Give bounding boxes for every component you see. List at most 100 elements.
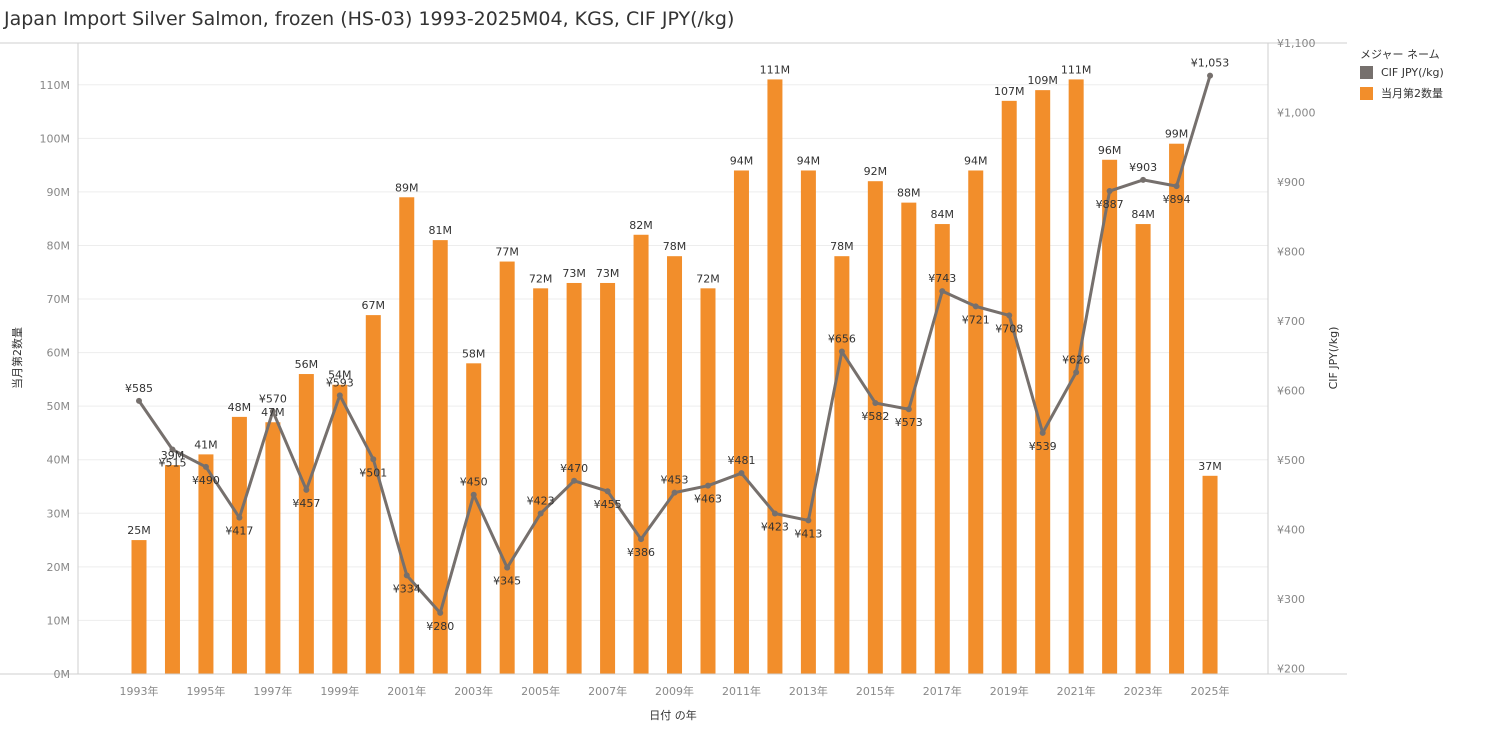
bar-value-label: 89M — [395, 181, 419, 194]
y-right-tick-label: ¥500 — [1277, 454, 1305, 467]
bar-value-label: 73M — [596, 267, 620, 280]
price-point — [972, 303, 979, 310]
bar-value-label: 78M — [663, 240, 687, 253]
y-left-axis-title: 当月第2数量 — [10, 327, 24, 389]
legend-title: メジャー ネーム — [1360, 48, 1440, 61]
price-point — [269, 408, 276, 415]
price-point — [403, 572, 410, 579]
bar — [231, 416, 247, 674]
x-tick-label: 1993年 — [120, 684, 159, 698]
x-tick-label: 2011年 — [722, 684, 761, 698]
price-point — [303, 486, 310, 493]
price-value-label: ¥386 — [627, 546, 655, 559]
price-value-label: ¥423 — [761, 520, 789, 533]
price-value-label: ¥423 — [527, 494, 555, 507]
bar-value-label: 109M — [1027, 74, 1058, 87]
bar — [1202, 475, 1218, 674]
price-point — [236, 514, 243, 521]
price-value-label: ¥708 — [995, 322, 1023, 335]
x-tick-label: 2021年 — [1057, 684, 1096, 698]
price-value-label: ¥455 — [594, 498, 622, 511]
price-value-label: ¥887 — [1096, 198, 1124, 211]
bar — [934, 224, 950, 674]
bar-value-label: 88M — [897, 187, 921, 200]
price-value-label: ¥345 — [493, 575, 521, 588]
price-value-label: ¥573 — [895, 416, 923, 429]
price-value-label: ¥334 — [393, 582, 421, 595]
price-point — [136, 397, 142, 404]
bar — [499, 261, 515, 674]
legend-label-price: CIF JPY(/kg) — [1381, 66, 1444, 79]
bar — [198, 454, 214, 674]
price-value-label: ¥894 — [1163, 193, 1191, 206]
bar-value-label: 84M — [931, 208, 955, 221]
bar-value-label: 94M — [730, 154, 754, 167]
bar-value-label: 54M — [328, 369, 352, 382]
price-point — [537, 510, 544, 517]
bar-value-label: 48M — [228, 401, 252, 414]
bar-value-label: 72M — [696, 272, 720, 285]
price-point — [470, 491, 477, 498]
price-value-label: ¥582 — [861, 410, 889, 423]
price-point — [1039, 429, 1046, 436]
price-point — [370, 456, 377, 463]
bar — [834, 256, 850, 674]
price-value-label: ¥417 — [225, 525, 253, 538]
bar-value-label: 39M — [161, 449, 185, 462]
y-left-tick-label: 40M — [47, 454, 71, 467]
x-tick-label: 2007年 — [588, 684, 627, 698]
bar-value-label: 56M — [295, 358, 319, 371]
y-left-tick-label: 80M — [47, 239, 71, 252]
y-right-tick-label: ¥600 — [1277, 384, 1305, 397]
bar — [733, 170, 749, 674]
price-point — [671, 489, 678, 496]
price-value-label: ¥413 — [794, 527, 822, 540]
price-point — [1140, 176, 1147, 183]
y-left-tick-label: 20M — [47, 561, 71, 574]
y-left-tick-label: 50M — [47, 400, 71, 413]
data-labels-group: 25M 39M 41M 48M 47M 56M 54M 67M 89M 81M 58M 77M 72M 7… — [125, 57, 1229, 633]
x-tick-label: 2023年 — [1124, 684, 1163, 698]
legend-item-quantity[interactable]: 当月第2数量 — [1360, 85, 1444, 101]
price-value-label: ¥515 — [158, 457, 186, 470]
y-right-tick-label: ¥1,000 — [1277, 106, 1316, 119]
bar — [365, 315, 381, 674]
price-point — [169, 446, 176, 453]
bar — [667, 256, 683, 674]
bar-value-label: 77M — [495, 246, 519, 259]
price-point — [1106, 188, 1113, 195]
price-point — [939, 288, 946, 295]
y-right-tick-label: ¥900 — [1277, 176, 1305, 189]
x-tick-label: 2013年 — [789, 684, 828, 698]
price-point — [905, 406, 912, 413]
price-value-label: ¥626 — [1062, 353, 1090, 366]
price-point — [872, 399, 879, 406]
y-left-tick-label: 60M — [47, 347, 71, 360]
bar-value-label: 81M — [428, 224, 452, 237]
legend: メジャー ネーム CIF JPY(/kg) 当月第2数量 — [1360, 46, 1444, 107]
bar-value-label: 72M — [529, 272, 553, 285]
bar — [600, 282, 616, 674]
bar — [131, 540, 147, 674]
y-right-tick-label: ¥400 — [1277, 523, 1305, 536]
bar — [700, 288, 716, 674]
bar-value-label: 47M — [261, 406, 285, 419]
price-point — [202, 463, 209, 470]
x-tick-label: 1999年 — [320, 684, 359, 698]
bar — [332, 384, 348, 674]
x-tick-label: 2015年 — [856, 684, 895, 698]
y-left-tick-label: 70M — [47, 293, 71, 306]
x-tick-label: 2003年 — [454, 684, 493, 698]
y-left-tick-label: 100M — [40, 132, 71, 145]
bar-value-label: 37M — [1198, 460, 1222, 473]
bar-value-label: 82M — [629, 219, 653, 232]
price-value-label: ¥457 — [292, 497, 320, 510]
price-point — [805, 517, 812, 524]
price-point — [1207, 72, 1214, 79]
legend-item-price[interactable]: CIF JPY(/kg) — [1360, 66, 1444, 79]
chart-title: Japan Import Silver Salmon, frozen (HS-0… — [4, 8, 735, 30]
axes-group: 0M 10M 20M 30M 40M 50M 60M 70M 80M 90M 100M 110M ¥20… — [0, 37, 1347, 722]
price-value-label: ¥463 — [694, 493, 722, 506]
y-left-tick-label: 10M — [47, 614, 71, 627]
